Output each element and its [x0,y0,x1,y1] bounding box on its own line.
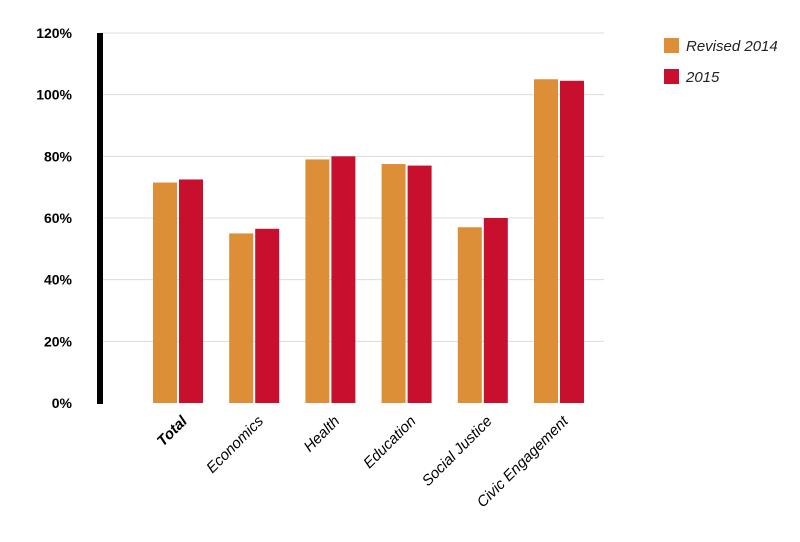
y-axis-ticks: 0% 20% 40% 60% 80% 100% 120% [36,25,72,411]
bar-revised-2014-total [153,182,177,403]
legend: Revised 2014 2015 [664,38,778,86]
bar-2015-health [331,156,356,403]
x-tick-label: Economics [203,412,267,476]
bar-2015-economics [255,228,280,403]
bar-revised-2014-health [305,159,330,403]
legend-swatch [664,38,679,53]
bar-2015-education [407,165,432,403]
x-tick-label: Health [301,413,344,456]
legend-label: Revised 2014 [686,38,778,55]
y-tick-label: 40% [44,272,73,288]
bar-revised-2014-economics [229,233,254,403]
bar-2015-social-justice [483,218,508,403]
x-tick-label: Total [154,412,192,450]
bars [153,79,584,404]
x-axis-ticks: Total Economics Health Education Social Just… [154,412,573,511]
y-tick-label: 80% [44,148,73,164]
bar-2015-civic-engagement [560,80,584,404]
y-tick-label: 100% [36,87,72,103]
legend-swatch [664,69,679,84]
legend-label: 2015 [685,69,720,86]
y-tick-label: 120% [36,25,72,41]
bar-revised-2014-social-justice [457,227,482,403]
x-tick-label: Social Justice [419,413,496,490]
bar-2015-total [179,179,203,403]
x-tick-label: Education [360,413,419,472]
y-tick-label: 60% [44,210,73,226]
bar-revised-2014-education [381,164,406,403]
y-tick-label: 0% [52,395,73,411]
bar-revised-2014-civic-engagement [534,79,558,403]
y-tick-label: 20% [44,333,73,349]
